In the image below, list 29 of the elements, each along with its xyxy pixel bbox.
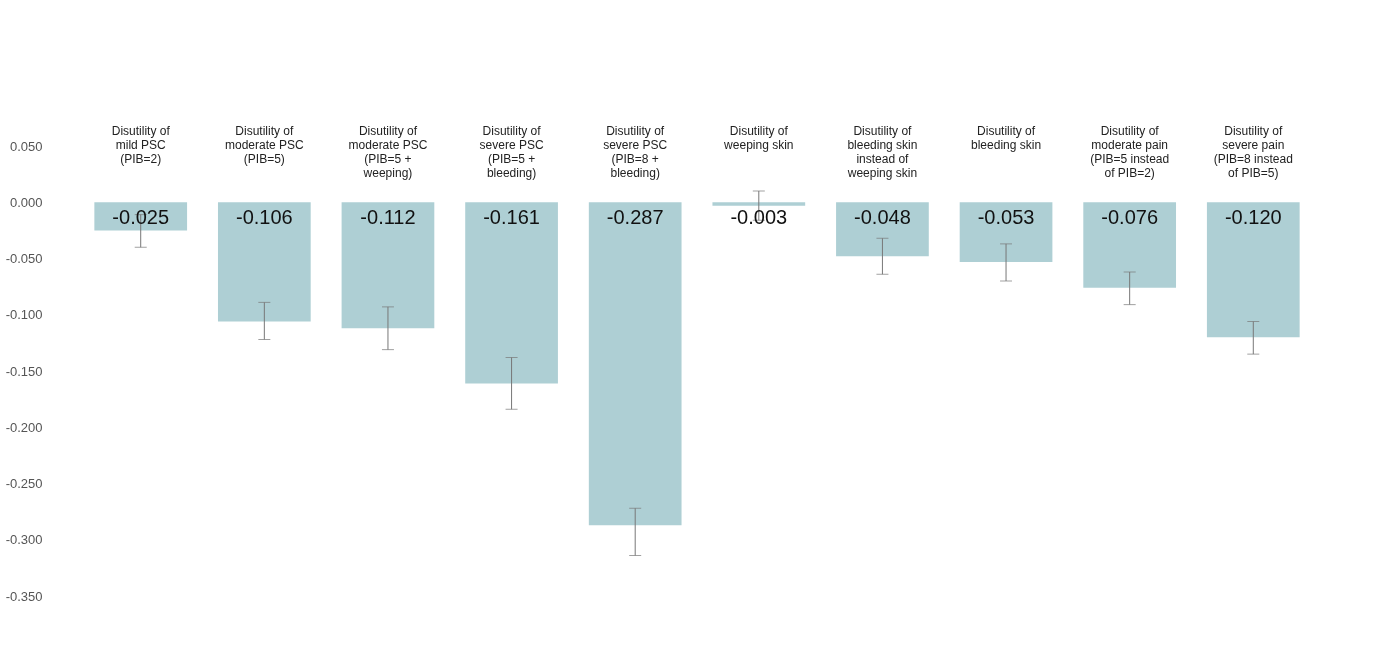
- data-label: -0.106: [235, 206, 293, 229]
- y-tick-label: -0.050: [5, 251, 43, 266]
- data-label: -0.053: [977, 206, 1035, 229]
- y-tick-label: -0.300: [5, 532, 43, 548]
- data-label: -0.076: [1101, 206, 1159, 229]
- x-tick-label: Disutility of moderate PSC (PIB=5): [224, 124, 305, 166]
- y-tick-label: -0.150: [5, 363, 43, 379]
- data-label: -0.112: [360, 206, 416, 229]
- data-label: -0.048: [854, 206, 911, 229]
- y-tick-label: 0.050: [9, 138, 43, 154]
- x-tick-label: Disutility of weeping skin: [723, 124, 794, 152]
- x-tick-label: Disutility of mild PSC (PIB=2): [111, 124, 171, 166]
- data-label: -0.003: [730, 206, 788, 229]
- x-tick-label: Disutility of bleeding skin: [971, 124, 1042, 152]
- x-tick-label: Disutility of moderate pain (PIB=5 instead of PIB=2): [1090, 124, 1170, 180]
- x-tick-label: Disutility of moderate PSC (PIB=5 + weeping): [348, 124, 428, 180]
- x-tick-label: Disutility of severe PSC (PIB=5 + bleeding): [479, 124, 544, 180]
- data-label: -0.161: [483, 206, 540, 229]
- y-tick-label: -0.100: [5, 307, 43, 323]
- data-label: -0.025: [112, 206, 170, 229]
- y-tick-label: -0.250: [5, 476, 43, 491]
- y-tick-label: -0.350: [5, 588, 43, 604]
- x-tick-label: Disutility of severe PSC (PIB=8 + bleeding): [603, 124, 668, 180]
- x-tick-label: Disutility of severe pain (PIB=8 instead of PIB=5): [1213, 124, 1293, 180]
- data-label: -0.287: [606, 206, 664, 229]
- data-label: -0.120: [1224, 206, 1282, 229]
- x-tick-label: Disutility of bleeding skin instead of weeping skin: [846, 124, 918, 180]
- y-tick-label: 0.000: [9, 194, 43, 210]
- y-tick-label: -0.200: [5, 419, 43, 435]
